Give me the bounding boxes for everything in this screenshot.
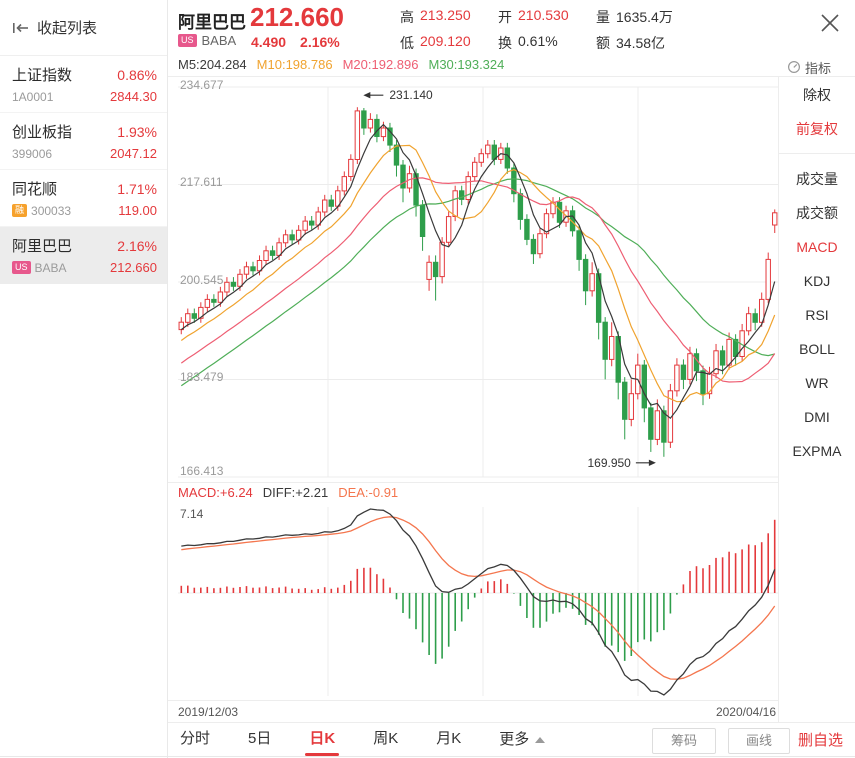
- screen-bottom-divider: [0, 756, 855, 757]
- close-button[interactable]: [817, 10, 843, 36]
- period-tab-bar: 分时 5日 日K 周K 月K 更多 筹码 画线 删自选: [168, 722, 855, 756]
- indicator-rsi[interactable]: RSI: [805, 307, 829, 323]
- collapse-list-label: 收起列表: [37, 20, 98, 37]
- last-price: 212.660: [250, 2, 344, 32]
- stock-list-item-chinext[interactable]: 创业板指 1.93% 399006 2047.12: [0, 113, 167, 170]
- tab-monthly-k[interactable]: 月K: [436, 730, 462, 747]
- remove-watchlist-button[interactable]: 删自选: [798, 732, 844, 749]
- svg-text:231.140: 231.140: [389, 88, 433, 102]
- high-value: 213.250: [420, 7, 471, 23]
- indicator-wr[interactable]: WR: [805, 375, 829, 391]
- indicator-volume[interactable]: 成交量: [796, 171, 838, 187]
- stock-list-item-shanghai[interactable]: 上证指数 0.86% 1A0001 2844.30: [0, 56, 167, 113]
- stock-change-pct: 2.16%: [117, 237, 157, 254]
- stock-name: 创业板指: [12, 124, 73, 141]
- us-market-badge: US: [178, 34, 197, 47]
- ma5-label: M5:204.284: [178, 57, 247, 72]
- stock-list: 上证指数 0.86% 1A0001 2844.30 创业板指 1.93% 399006…: [0, 56, 167, 284]
- macd-value-label: MACD:+6.24: [178, 485, 253, 500]
- indicator-panel-title: 指标: [805, 60, 832, 76]
- tab-more[interactable]: 更多: [499, 723, 546, 757]
- stock-name: 同花顺: [12, 181, 58, 198]
- svg-text:169.950: 169.950: [587, 456, 631, 470]
- stock-code: 399006: [12, 146, 53, 161]
- indicator-settings-button[interactable]: 指标: [779, 57, 855, 76]
- stock-title: 阿里巴巴: [178, 13, 246, 32]
- panel-divider: [779, 153, 855, 154]
- period-tabs: 分时 5日 日K 周K 月K 更多: [180, 723, 546, 757]
- indicator-amount[interactable]: 成交额: [796, 205, 838, 221]
- volume-amount-stats: 量 1635.4万 额 34.58亿: [596, 9, 673, 51]
- date-axis: 2019/12/03 2020/04/16: [168, 700, 778, 722]
- amount-value: 34.58亿: [616, 35, 666, 51]
- stock-code: 1A0001: [12, 89, 54, 104]
- chart-macd-divider: [168, 482, 778, 483]
- macd-chart[interactable]: 7.14: [178, 503, 778, 700]
- draw-line-button[interactable]: 画线: [728, 728, 790, 754]
- high-low-stats: 高 213.250 低 209.120: [400, 7, 471, 51]
- adjust-exright[interactable]: 除权: [803, 87, 831, 103]
- indicator-gauge-icon: [787, 60, 801, 74]
- candlestick-canvas: 231.140 169.950: [178, 86, 778, 478]
- tab-minute[interactable]: 分时: [180, 730, 211, 747]
- tab-daily-k[interactable]: 日K: [305, 723, 340, 757]
- stock-name: 阿里巴巴: [12, 238, 73, 255]
- open-turnover-stats: 开 210.530 换 0.61%: [498, 7, 569, 51]
- stock-list-item-baba[interactable]: 阿里巴巴 2.16% US BABA 212.660: [0, 227, 167, 284]
- us-market-badge: US: [12, 261, 31, 274]
- stock-price: 2047.12: [110, 146, 157, 161]
- dea-value-label: DEA:-0.91: [338, 485, 399, 500]
- watchlist-sidebar: 收起列表 上证指数 0.86% 1A0001 2844.30 创业板指 1.93% 3…: [0, 0, 168, 758]
- quote-header: 阿里巴巴 US BABA 212.660 4.490 2.16% 高 213.250…: [168, 0, 855, 56]
- stock-change-pct: 1.71%: [117, 180, 157, 197]
- adjust-forward[interactable]: 前复权: [796, 121, 838, 137]
- chips-button[interactable]: 筹码: [652, 728, 716, 754]
- margin-badge: 融: [12, 204, 28, 217]
- stock-list-item-ths[interactable]: 同花顺 1.71% 融 300033 119.00: [0, 170, 167, 227]
- adjust-list: 除权 前复权 成交量 成交额 MACD KDJ RSI BOLL WR DMI …: [779, 75, 855, 468]
- indicator-panel: 指标 除权 前复权 成交量 成交额 MACD KDJ RSI BOLL WR D…: [779, 57, 855, 468]
- indicator-expma[interactable]: EXPMA: [792, 443, 842, 459]
- collapse-left-icon: [13, 22, 28, 33]
- ma10-label: M10:198.786: [256, 57, 333, 72]
- indicator-dmi[interactable]: DMI: [804, 409, 830, 425]
- turnover-value: 0.61%: [518, 33, 558, 49]
- ma30-label: M30:193.324: [428, 57, 505, 72]
- stock-code: US BABA: [12, 261, 67, 275]
- candlestick-chart[interactable]: 231.140 169.950 234.677 217.611 200.545 1…: [178, 75, 778, 478]
- stock-change-pct: 1.93%: [117, 123, 157, 140]
- close-icon: [821, 14, 839, 32]
- stock-price: 2844.30: [110, 89, 157, 104]
- stock-price: 119.00: [118, 203, 157, 218]
- ma20-label: M20:192.896: [342, 57, 419, 72]
- macd-y-max-label: 7.14: [180, 507, 204, 521]
- indicator-boll[interactable]: BOLL: [799, 341, 835, 357]
- tab-weekly-k[interactable]: 周K: [373, 730, 399, 747]
- volume-value: 1635.4万: [616, 9, 673, 25]
- stock-ticker: BABA: [201, 33, 237, 48]
- stock-name: 上证指数: [12, 67, 73, 84]
- stock-change-pct: 0.86%: [117, 66, 157, 83]
- indicator-macd[interactable]: MACD: [796, 239, 838, 255]
- caret-up-icon: [535, 737, 546, 743]
- start-date-label: 2019/12/03: [178, 705, 239, 719]
- stock-subtitle: US BABA: [178, 33, 236, 48]
- macd-canvas: [178, 507, 778, 696]
- open-value: 210.530: [518, 7, 569, 23]
- diff-value-label: DIFF:+2.21: [262, 485, 329, 500]
- collapse-list-button[interactable]: 收起列表: [0, 0, 167, 56]
- stock-code: 融 300033: [12, 204, 71, 218]
- ma-legend: M5:204.284 M10:198.786 M20:192.896 M30:1…: [178, 57, 504, 72]
- stock-price: 212.660: [110, 260, 157, 275]
- low-value: 209.120: [420, 33, 471, 49]
- end-date-label: 2020/04/16: [715, 705, 776, 719]
- chart-panel-divider: [778, 76, 779, 722]
- header-divider: [168, 76, 855, 77]
- indicator-kdj[interactable]: KDJ: [803, 273, 831, 289]
- price-change: 4.490 2.16%: [251, 34, 340, 50]
- macd-legend: MACD:+6.24 DIFF:+2.21 DEA:-0.91: [178, 485, 398, 500]
- tab-5day[interactable]: 5日: [248, 730, 272, 747]
